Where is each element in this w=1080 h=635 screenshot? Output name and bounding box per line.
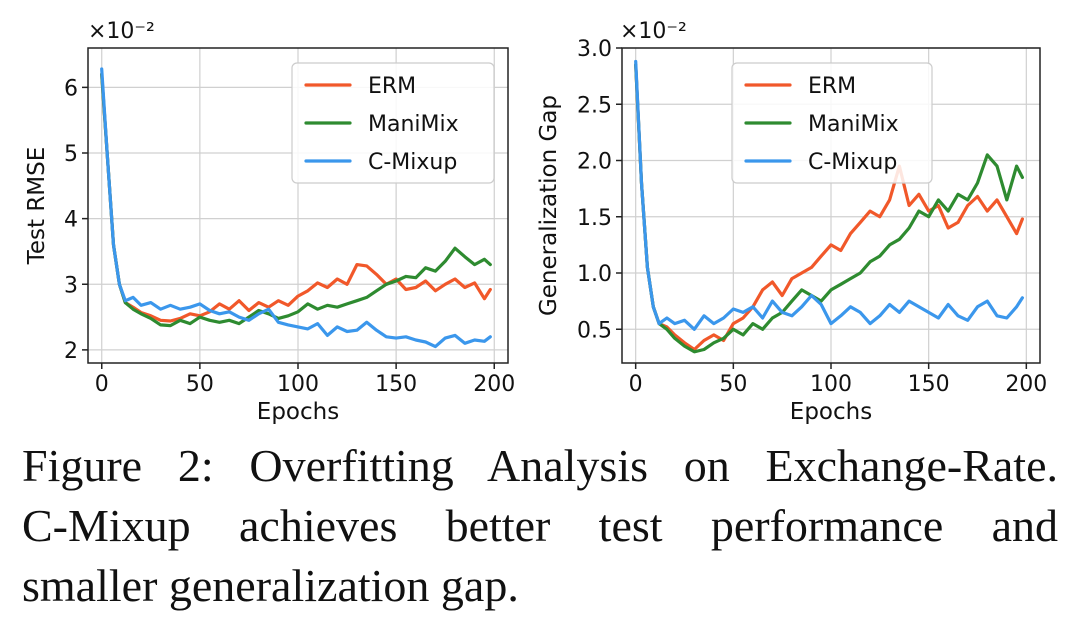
series-line-cmixup: [100, 67, 492, 349]
legend-label-manimix: ManiMix: [808, 112, 899, 137]
y-tick-label: 5: [64, 142, 78, 167]
x-axis-label: Epochs: [257, 399, 339, 425]
axis-scale-label: ×10⁻²: [620, 19, 687, 44]
x-tick-label: 100: [277, 372, 319, 397]
axis-scale-label: ×10⁻²: [88, 19, 155, 44]
series-line-erm: [634, 63, 1025, 352]
x-tick-label: 100: [810, 372, 852, 397]
legend-label-manimix: ManiMix: [368, 112, 459, 137]
y-tick-label: 2: [64, 339, 78, 364]
x-tick-label: 200: [1005, 372, 1047, 397]
series-line-manimix: [634, 63, 1025, 354]
legend-box: [731, 62, 933, 184]
y-tick-label: 1.0: [577, 262, 612, 287]
x-axis-label: Epochs: [790, 399, 872, 425]
y-tick-label: 2.0: [577, 150, 612, 175]
caption-line-2: C-Mixup achieves better test performance…: [22, 500, 1058, 551]
figure-panels: 0 50 100 150 200 2 3 4 5 6 Epochs Test RMSE ×10⁻² ERM…: [24, 19, 1047, 425]
legend-label-cmixup: C-Mixup: [808, 150, 897, 175]
x-tick-label: 0: [95, 372, 109, 397]
series-line-erm: [100, 72, 492, 323]
figure-caption: Figure 2: Overfitting Analysis on Exchan…: [22, 436, 1058, 616]
caption-line-3: smaller generalization gap.: [22, 560, 519, 611]
legend: ERM ManiMix C-Mixup: [731, 62, 933, 184]
legend: ERM ManiMix C-Mixup: [291, 62, 495, 184]
caption-line-1: Figure 2: Overfitting Analysis on Exchan…: [22, 440, 1058, 491]
y-tick-label: 1.5: [577, 206, 612, 231]
x-tick-label: 0: [629, 372, 643, 397]
x-tick-label: 150: [375, 372, 417, 397]
chart-2: 0 50 100 150 200 0.5 1.0 1.5 2.0 2.5 3.0 Epochs Gene…: [536, 19, 1047, 425]
x-tick-label: 150: [908, 372, 950, 397]
y-tick-label: 0.5: [577, 318, 612, 343]
chart-1: 0 50 100 150 200 2 3 4 5 6 Epochs Test RMSE ×10⁻² ERM…: [24, 19, 515, 425]
y-tick-label: 4: [64, 208, 78, 233]
y-tick-label: 6: [64, 76, 78, 101]
x-tick-label: 50: [719, 372, 747, 397]
x-tick-label: 200: [473, 372, 515, 397]
y-tick-label: 3.0: [577, 37, 612, 62]
legend-label-erm: ERM: [808, 74, 856, 99]
y-axis-label: Generalization Gap: [536, 95, 562, 316]
y-axis-label: Test RMSE: [24, 147, 50, 266]
legend-label-cmixup: C-Mixup: [368, 150, 457, 175]
legend-box: [291, 62, 495, 184]
y-tick-label: 2.5: [577, 93, 612, 118]
x-tick-label: 50: [186, 372, 214, 397]
legend-label-erm: ERM: [368, 74, 416, 99]
series-line-cmixup: [634, 59, 1025, 331]
y-tick-label: 3: [64, 273, 78, 298]
series-line-manimix: [100, 72, 492, 328]
